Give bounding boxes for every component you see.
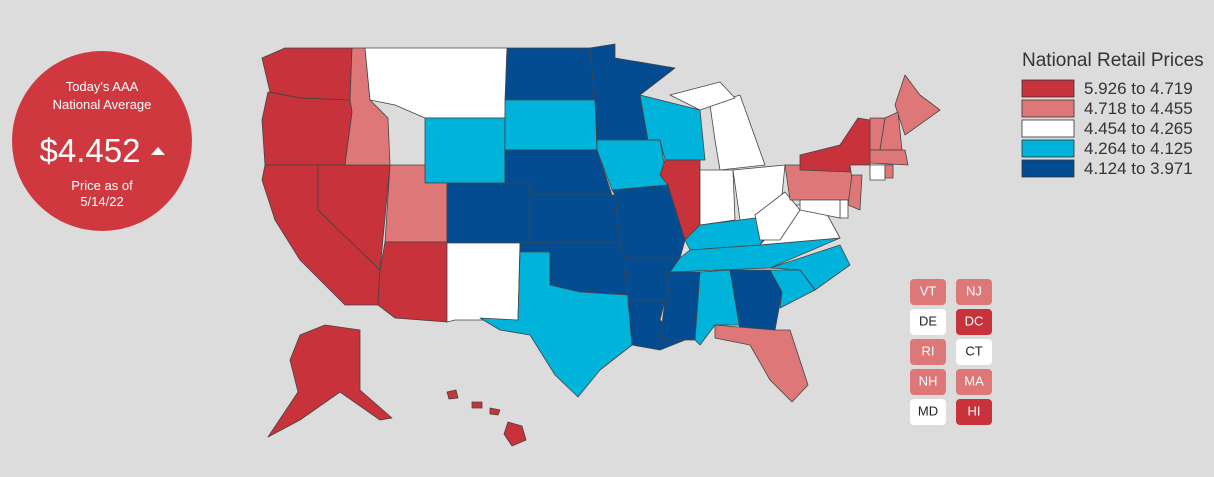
state[interactable] [471,401,483,409]
state[interactable] [869,164,886,181]
state[interactable] [377,241,448,323]
small-state-boxes: VT NJ DE DC RI CT NH MA MD HI [910,279,992,425]
state-box[interactable] [910,339,946,365]
state-box[interactable] [910,309,946,335]
state[interactable] [799,199,841,219]
legend-swatch [1021,79,1075,98]
state-box-group[interactable]: VT [910,279,946,305]
state[interactable] [529,194,621,244]
state-box[interactable] [956,369,992,395]
state-box[interactable] [956,279,992,305]
badge-title: Today's AAA National Average [52,79,152,112]
state-box-group[interactable]: HI [956,399,992,425]
state-label: NJ [966,283,982,298]
state[interactable] [503,421,527,447]
legend-label: 4.264 to 4.125 [1084,139,1193,158]
legend-label: 4.718 to 4.455 [1084,99,1193,118]
badge-circle [12,51,192,231]
badge-price: $4.452 [40,132,141,169]
legend-label: 4.124 to 3.971 [1084,159,1193,178]
state[interactable] [669,81,736,111]
state-label: MD [918,403,938,418]
legend-swatch [1021,139,1075,158]
state[interactable] [489,407,501,416]
state[interactable] [714,324,809,403]
state[interactable] [699,169,736,226]
trend-up-icon [151,147,165,155]
legend-title: National Retail Prices [1022,50,1204,71]
badge-date-label: Price as of [71,178,133,193]
state[interactable] [446,389,459,400]
state[interactable] [261,47,353,101]
legend-label: 5.926 to 4.719 [1084,79,1193,98]
state-label: VT [920,283,937,298]
state[interactable] [424,117,506,184]
state[interactable] [479,251,633,398]
badge-title-wrap: Today's AAA National Average [52,79,152,112]
state-label: DC [965,313,984,328]
state-box[interactable] [956,309,992,335]
state-box-group[interactable]: RI [910,339,946,365]
state[interactable] [446,242,521,323]
state-box-group[interactable]: NJ [956,279,992,305]
badge-date: 5/14/22 [80,194,123,209]
state[interactable] [267,324,393,438]
legend: National Retail Prices 5.926 to 4.7194.7… [1021,50,1204,178]
state-box-group[interactable]: NH [910,369,946,395]
state-box[interactable] [910,399,946,425]
state-label: DE [919,313,937,328]
state[interactable] [446,182,531,244]
state-label: RI [922,343,935,358]
state[interactable] [847,174,863,211]
state-box-group[interactable]: DC [956,309,992,335]
state[interactable] [799,117,871,173]
legend-label: 4.454 to 4.265 [1084,119,1193,138]
state-label: MA [964,373,984,388]
state[interactable] [869,149,909,166]
state-label: CT [965,343,982,358]
state[interactable] [364,47,508,119]
legend-swatch [1021,159,1075,178]
state-box[interactable] [956,399,992,425]
state[interactable] [504,47,596,101]
state[interactable] [261,91,353,166]
state[interactable] [839,199,849,219]
state[interactable] [884,164,894,179]
state-box-group[interactable]: CT [956,339,992,365]
state[interactable] [709,94,766,171]
state-box-group[interactable]: DE [910,309,946,335]
state-box-group[interactable]: MD [910,399,946,425]
legend-swatch [1021,119,1075,138]
us-map [261,43,941,447]
state-box[interactable] [910,369,946,395]
state-box[interactable] [956,339,992,365]
state[interactable] [769,244,851,291]
state[interactable] [729,269,783,331]
state[interactable] [894,74,941,136]
legend-swatch [1021,99,1075,118]
state[interactable] [504,99,598,151]
state[interactable] [754,191,801,241]
state-box[interactable] [910,279,946,305]
state-box-group[interactable]: MA [956,369,992,395]
state-label: HI [968,403,981,418]
national-average-badge: Today's AAA National Average $4.452 Pric… [12,51,192,231]
state-label: NH [919,373,938,388]
